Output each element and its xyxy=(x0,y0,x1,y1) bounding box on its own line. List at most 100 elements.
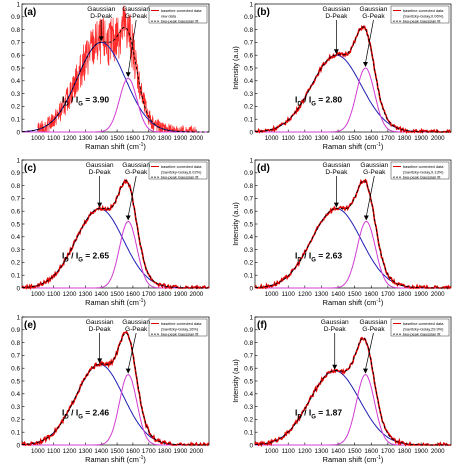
x-tick-label: 1800 xyxy=(398,291,412,298)
legend-entry: (Savitzky-Golay,0.06%) xyxy=(403,13,444,18)
y-tick-label: 0.9 xyxy=(11,14,20,21)
y-tick-label: 0.6 xyxy=(11,53,20,60)
legend-entry: baseline corrected data xyxy=(161,164,202,169)
legend-box xyxy=(390,318,450,337)
legend-entry: two-peak Gaussian fit xyxy=(403,332,441,337)
x-tick-label: 1300 xyxy=(315,448,329,455)
y-tick-label: 0.6 xyxy=(244,209,253,216)
x-tick-label: 1300 xyxy=(79,291,93,298)
gaussian-g-peak-series xyxy=(22,374,209,446)
chart-panel-2: 0 0.1 0.2 0.3 0.4 0.5 0.6 0.7 0.8 0.9 1 1000 1100 120… xyxy=(231,1,452,151)
x-tick-label: 1700 xyxy=(142,291,156,298)
chart-panel-3: 0 0.1 0.2 0.3 0.4 0.5 0.6 0.7 0.8 0.9 1 1000 1100 120… xyxy=(11,157,210,307)
legend-entry: baseline corrected data xyxy=(403,321,444,326)
x-tick-label: 1800 xyxy=(398,448,412,455)
x-tick-label: 1500 xyxy=(348,291,362,298)
y-axis-label: Intensity (a.u) xyxy=(231,359,240,403)
x-tick-label: 1700 xyxy=(381,291,395,298)
legend-entry: two-peak Gaussian fit xyxy=(403,175,441,180)
gaussian-g-peak-series xyxy=(22,77,209,133)
y-tick-label: 0.6 xyxy=(11,366,20,373)
legend-box xyxy=(390,5,450,24)
y-tick-label: 1 xyxy=(16,314,20,321)
two-peak-fit-series xyxy=(22,332,209,446)
two-peak-fit-series xyxy=(22,180,209,289)
g-peak-arrow xyxy=(365,175,375,217)
id-ig-ratio: ID / IG = 2.65 xyxy=(62,251,109,264)
y-tick-label: 0.8 xyxy=(244,27,253,34)
x-tick-label: 1700 xyxy=(381,135,395,142)
x-axis-label: Raman shift (cm-1) xyxy=(323,298,384,307)
two-peak-fit-series xyxy=(254,337,451,446)
x-tick-label: 1400 xyxy=(331,291,345,298)
g-peak-label: Gaussian xyxy=(122,6,150,13)
y-tick-label: 0.9 xyxy=(244,170,253,177)
y-tick-label: 0.4 xyxy=(11,234,20,241)
d-peak-label: D-Peak xyxy=(325,169,348,176)
x-tick-label: 1200 xyxy=(63,291,77,298)
y-tick-label: 0.9 xyxy=(11,327,20,334)
y-tick-label: 1 xyxy=(249,1,253,8)
d-peak-label: D-Peak xyxy=(90,13,113,20)
d-peak-label: D-Peak xyxy=(89,326,112,333)
g-peak-label: G-Peak xyxy=(363,169,386,176)
y-tick-label: 0.9 xyxy=(244,327,253,334)
id-ig-ratio: ID / IG = 1.87 xyxy=(295,408,342,421)
y-tick-label: 0.6 xyxy=(244,53,253,60)
x-tick-label: 1200 xyxy=(63,135,77,142)
x-tick-label: 2000 xyxy=(431,291,445,298)
d-peak-arrowhead xyxy=(333,49,339,55)
legend-entry: (Savitzky-Golay,9.13%) xyxy=(403,169,444,174)
x-tick-label: 2000 xyxy=(431,448,445,455)
x-tick-label: 1900 xyxy=(414,291,428,298)
x-tick-label: 2000 xyxy=(189,448,203,455)
y-tick-label: 0.1 xyxy=(244,273,253,280)
id-ig-ratio: ID / IG = 2.46 xyxy=(62,408,109,421)
y-tick-label: 0.5 xyxy=(11,221,20,228)
y-tick-label: 0.5 xyxy=(244,221,253,228)
panel-label: (d) xyxy=(257,163,270,174)
legend-entry: (Savitzky-Golay,6.02%) xyxy=(161,169,202,174)
legend-entry: baseline corrected data xyxy=(403,164,444,169)
legend-box xyxy=(148,318,208,337)
y-tick-label: 0.5 xyxy=(244,65,253,72)
y-tick-label: 0.2 xyxy=(244,104,253,111)
y-tick-label: 0.4 xyxy=(11,391,20,398)
y-tick-label: 0.7 xyxy=(244,196,253,203)
chart-panel-5: 0 0.1 0.2 0.3 0.4 0.5 0.6 0.7 0.8 0.9 1 1000 1100 120… xyxy=(11,314,210,464)
chart-panel-1: 0 0.1 0.2 0.3 0.4 0.5 0.6 0.7 0.8 0.9 1 1000 1100 120… xyxy=(11,1,210,151)
y-tick-label: 0.1 xyxy=(11,430,20,437)
id-ig-ratio: ID / IG = 3.90 xyxy=(62,95,109,108)
gaussian-d-peak-series xyxy=(22,363,209,446)
x-tick-label: 1500 xyxy=(348,135,362,142)
x-tick-label: 1400 xyxy=(94,291,108,298)
x-axis-label: Raman shift (cm-1) xyxy=(85,298,146,307)
y-tick-label: 0.9 xyxy=(244,14,253,21)
x-tick-label: 1400 xyxy=(94,135,108,142)
x-tick-label: 1200 xyxy=(298,135,312,142)
chart-panel-6: 0 0.1 0.2 0.3 0.4 0.5 0.6 0.7 0.8 0.9 1 1000 1100 120… xyxy=(231,314,452,464)
x-tick-label: 1600 xyxy=(126,135,140,142)
g-peak-arrowhead xyxy=(125,368,131,374)
y-tick-label: 0.1 xyxy=(11,117,20,124)
y-tick-label: 1 xyxy=(249,157,253,164)
d-peak-label: Gaussian xyxy=(321,319,349,326)
x-tick-label: 1500 xyxy=(110,291,124,298)
legend-entry: two-peak Gaussian fit xyxy=(403,19,441,24)
legend-box xyxy=(148,161,208,180)
chart-panel-4: 0 0.1 0.2 0.3 0.4 0.5 0.6 0.7 0.8 0.9 1 1000 1100 120… xyxy=(231,157,452,307)
gaussian-d-peak-series xyxy=(22,208,209,289)
d-peak-label: D-Peak xyxy=(89,169,112,176)
two-peak-fit-series xyxy=(255,180,451,289)
x-tick-label: 1900 xyxy=(174,135,188,142)
y-tick-label: 1 xyxy=(16,157,20,164)
x-tick-label: 1100 xyxy=(282,135,296,142)
y-tick-label: 0.4 xyxy=(244,78,253,85)
y-tick-label: 0.8 xyxy=(244,183,253,190)
legend-entry: two-peak Gaussian fit xyxy=(161,175,199,180)
d-peak-arrowhead xyxy=(98,36,104,42)
g-peak-label: Gaussian xyxy=(122,162,150,169)
x-tick-label: 1100 xyxy=(47,135,61,142)
gaussian-d-peak-series xyxy=(255,208,451,289)
y-tick-label: 0.6 xyxy=(11,209,20,216)
